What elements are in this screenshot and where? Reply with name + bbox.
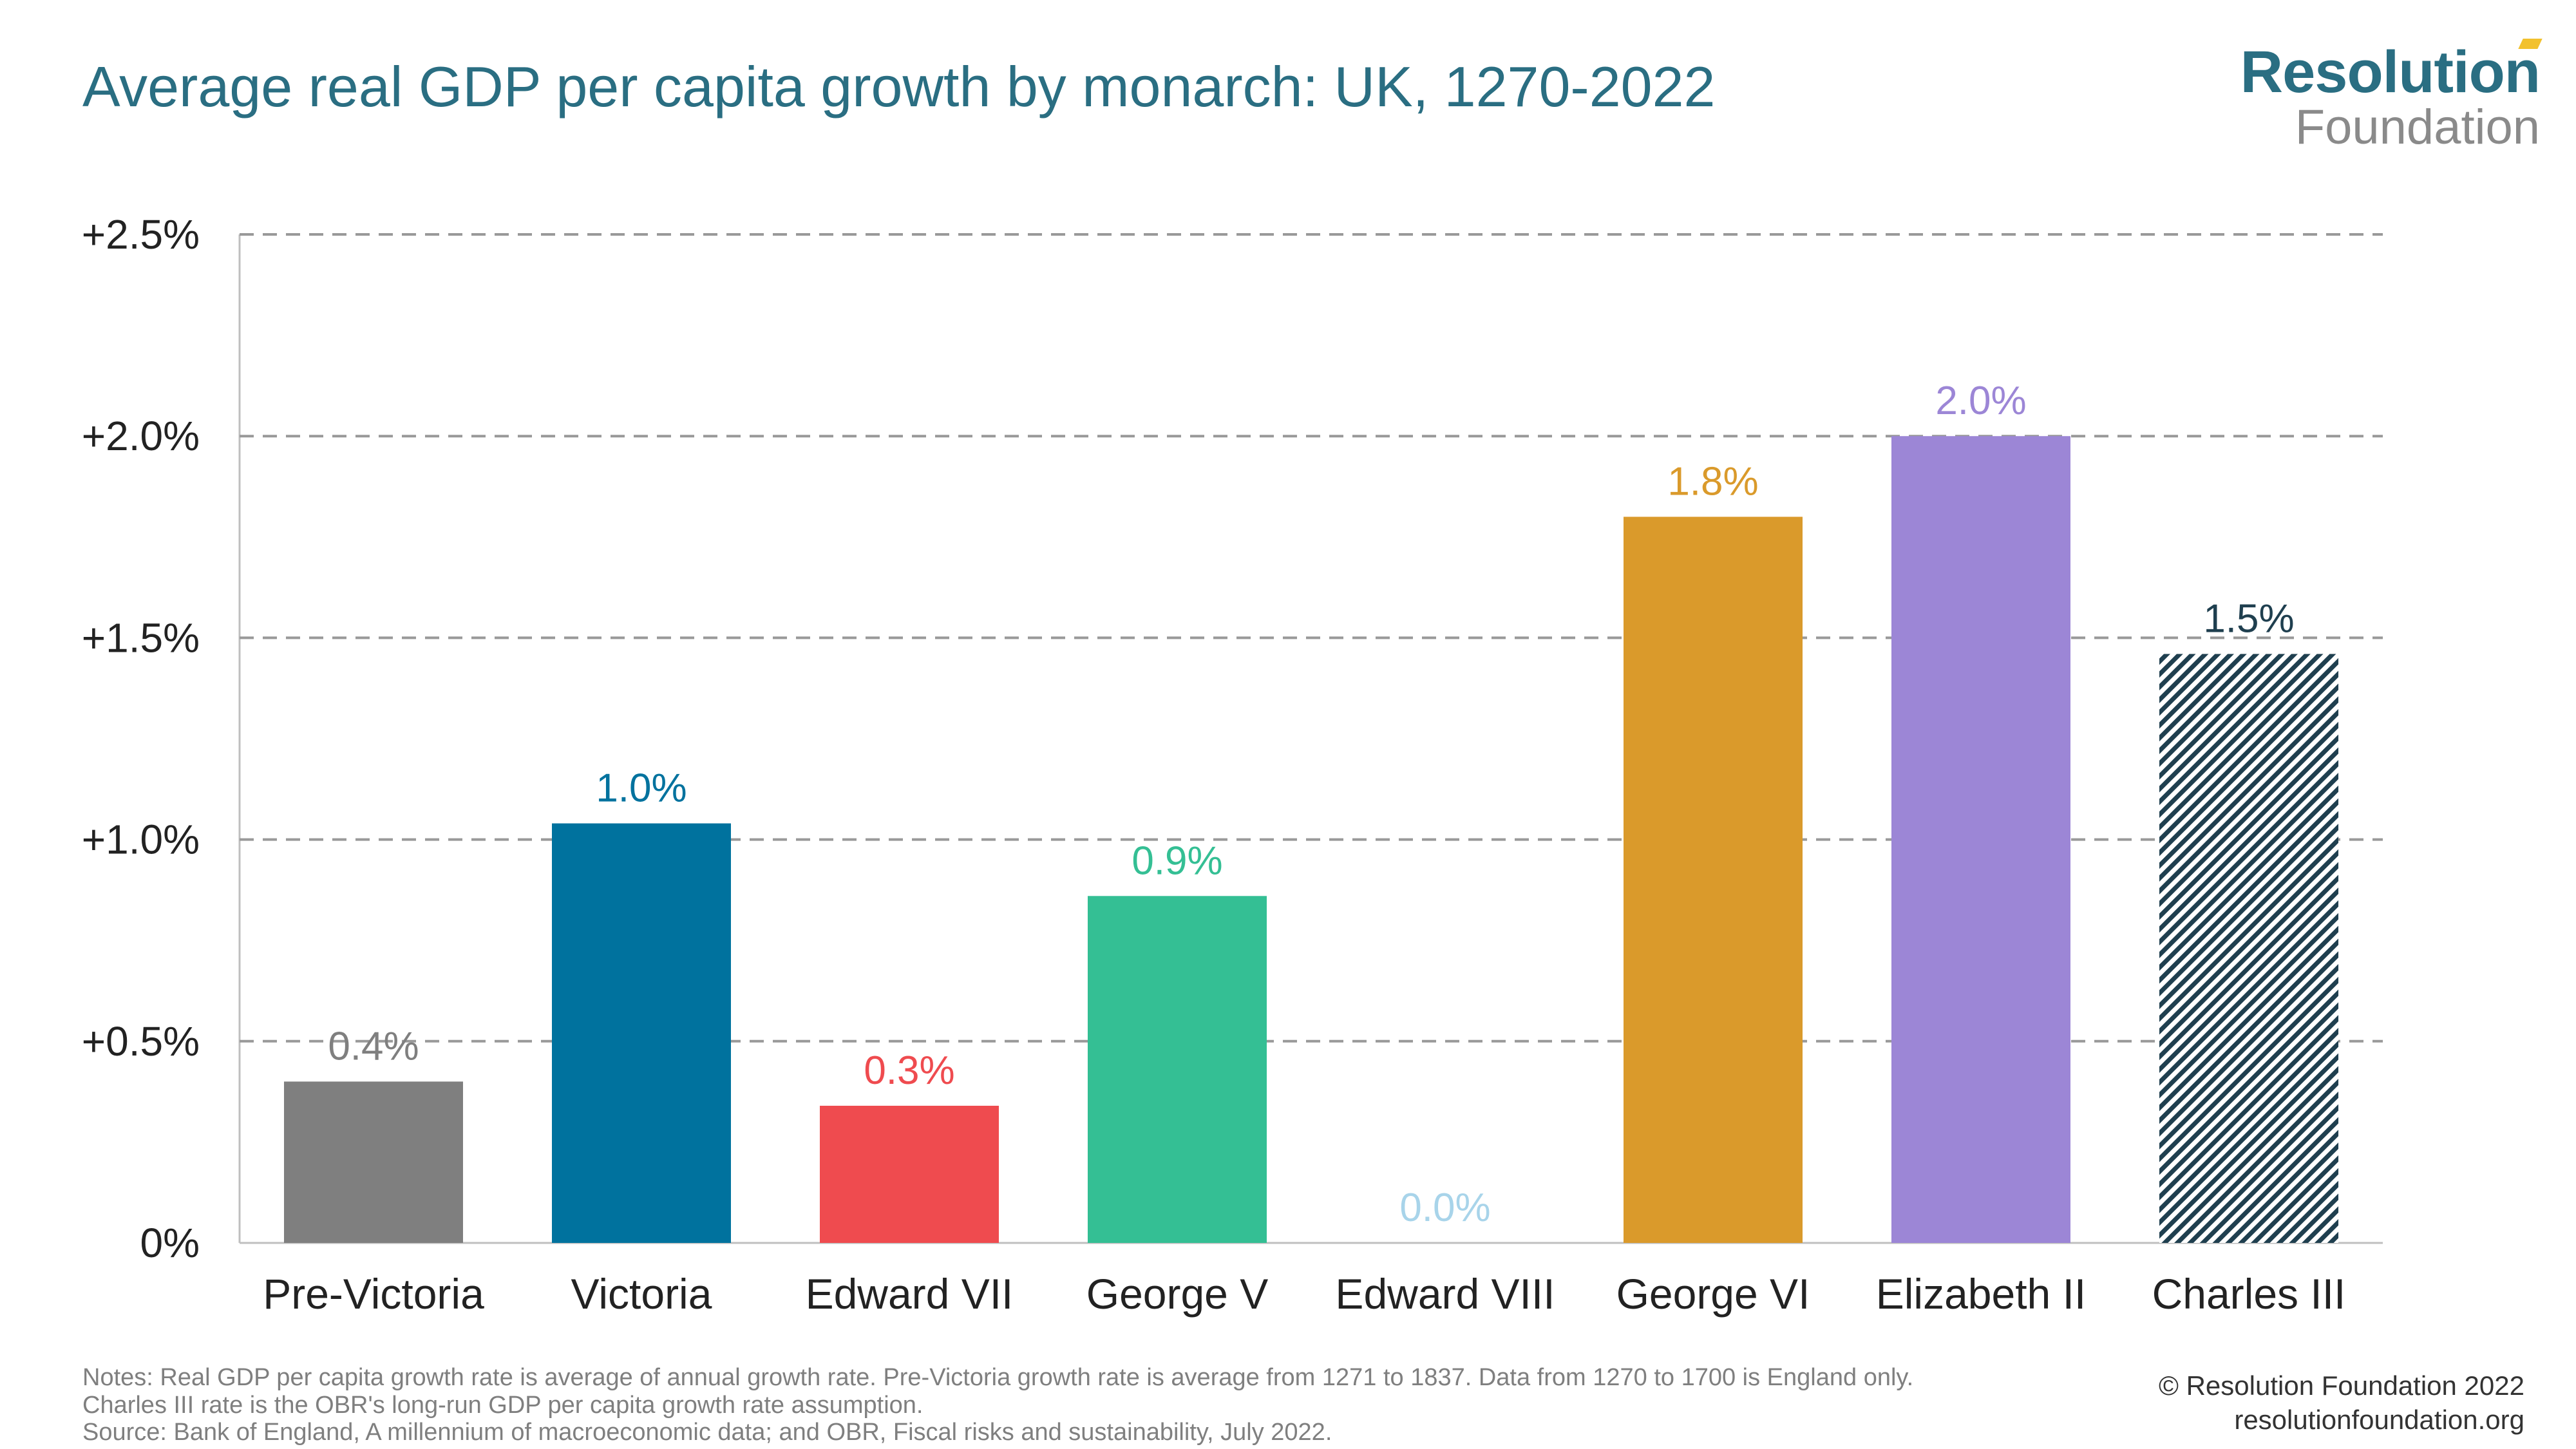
data-label: 0.0%	[1399, 1186, 1490, 1230]
resolution-foundation-logo: Resolution Foundation	[2240, 39, 2541, 155]
y-tick-label: +1.5%	[82, 614, 200, 661]
data-label: 0.4%	[328, 1024, 419, 1068]
note-line-2: Charles III rate is the OBR's long-run G…	[82, 1391, 923, 1419]
x-tick-label: Victoria	[571, 1270, 712, 1318]
y-tick-label: +2.5%	[82, 211, 200, 258]
copyright-text: © Resolution Foundation 2022	[2158, 1370, 2524, 1401]
data-label: 1.5%	[2203, 596, 2294, 641]
x-tick-label: Pre-Victoria	[263, 1270, 484, 1318]
x-tick-label: Edward VII	[806, 1270, 1014, 1318]
x-tick-label: Charles III	[2152, 1270, 2346, 1318]
website-text: resolutionfoundation.org	[2234, 1404, 2524, 1435]
x-tick-label: George V	[1086, 1270, 1269, 1318]
source-line: Source: Bank of England, A millennium of…	[82, 1419, 1332, 1446]
y-tick-label: +2.0%	[82, 413, 200, 459]
chart-notes: Notes: Real GDP per capita growth rate i…	[82, 1364, 2175, 1446]
bar	[820, 1106, 999, 1243]
bar	[284, 1081, 463, 1243]
data-label: 2.0%	[1935, 379, 2026, 423]
note-line-1: Notes: Real GDP per capita growth rate i…	[82, 1364, 1914, 1391]
y-tick-label: 0%	[140, 1220, 200, 1266]
data-label: 1.0%	[596, 766, 687, 811]
bar	[1624, 516, 1803, 1243]
logo-main-text: Resolution	[2240, 39, 2541, 105]
bar	[1088, 896, 1267, 1243]
data-label: 0.3%	[864, 1048, 954, 1093]
y-tick-label: +1.0%	[82, 817, 200, 863]
credit-block: © Resolution Foundation 2022 resolutionf…	[2159, 1369, 2524, 1437]
y-tick-label: +0.5%	[82, 1018, 200, 1065]
x-tick-label: Edward VIII	[1335, 1270, 1555, 1318]
bar	[552, 823, 731, 1243]
data-label: 0.9%	[1132, 838, 1222, 883]
chart-title: Average real GDP per capita growth by mo…	[82, 55, 1716, 118]
data-label: 1.8%	[1667, 459, 1758, 504]
logo-sub-text: Foundation	[2295, 100, 2540, 155]
bar	[2159, 654, 2338, 1243]
bar	[1891, 436, 2070, 1244]
x-tick-label: George VI	[1616, 1270, 1810, 1318]
x-tick-label: Elizabeth II	[1876, 1270, 2087, 1318]
